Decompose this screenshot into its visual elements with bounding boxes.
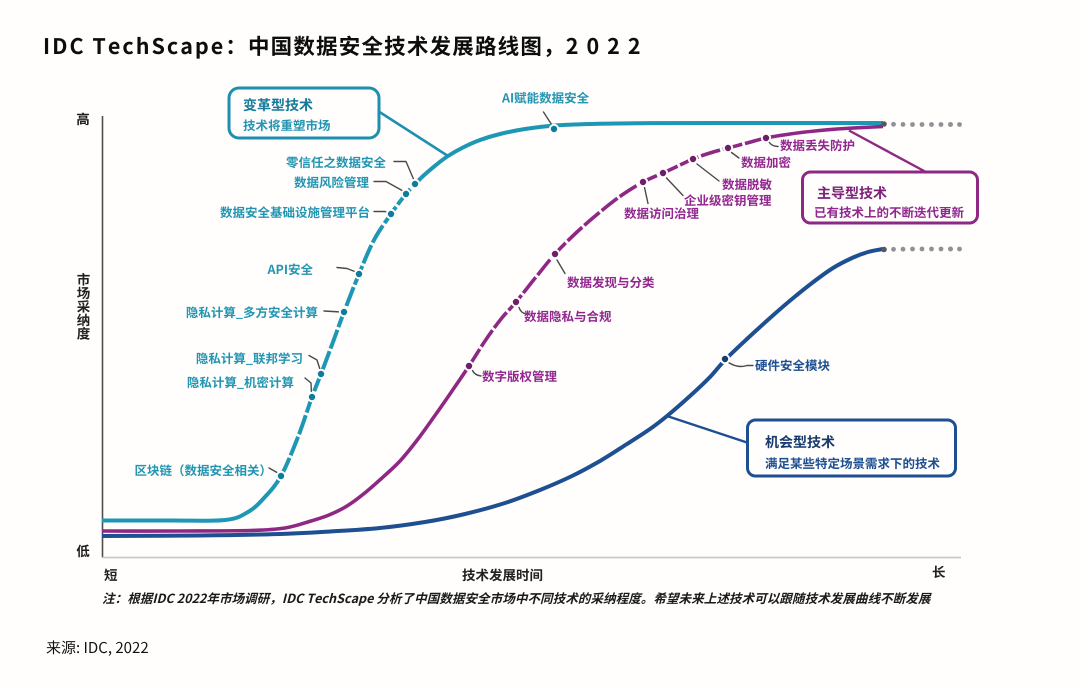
svg-text:数据脱敏: 数据脱敏 [722, 174, 773, 193]
svg-text:硬件安全模块: 硬件安全模块 [755, 355, 831, 374]
svg-text:纳: 纳 [77, 309, 91, 329]
svg-text:短: 短 [104, 564, 118, 584]
svg-text:技术将重塑市场: 技术将重塑市场 [243, 115, 331, 134]
svg-text:IDC TechScape：中国数据安全技术发展路线图，20: IDC TechScape：中国数据安全技术发展路线图，2022 [43, 30, 649, 61]
svg-text:场: 场 [77, 282, 91, 302]
svg-text:变革型技术: 变革型技术 [243, 95, 313, 115]
svg-text:零信任之数据安全: 零信任之数据安全 [286, 152, 387, 171]
svg-text:来源: IDC, 2022: 来源: IDC, 2022 [46, 637, 149, 658]
svg-text:数据丢失防护: 数据丢失防护 [780, 135, 855, 154]
svg-text:高: 高 [76, 108, 90, 128]
svg-text:API安全: API安全 [267, 259, 314, 278]
svg-text:企业级密钥管理: 企业级密钥管理 [684, 190, 772, 209]
svg-text:机会型技术: 机会型技术 [765, 432, 835, 452]
svg-text:AI赋能数据安全: AI赋能数据安全 [501, 88, 590, 107]
svg-text:技术发展时间: 技术发展时间 [462, 564, 543, 584]
svg-text:注：根据IDC 2022年市场调研，IDC TechScap: 注：根据IDC 2022年市场调研，IDC TechScape 分析了中国数据安… [102, 588, 932, 607]
svg-text:隐私计算_机密计算: 隐私计算_机密计算 [187, 372, 294, 391]
svg-text:低: 低 [76, 540, 90, 560]
svg-text:数据加密: 数据加密 [741, 152, 792, 171]
svg-text:隐私计算_联邦学习: 隐私计算_联邦学习 [196, 348, 303, 367]
svg-text:隐私计算_多方安全计算: 隐私计算_多方安全计算 [186, 302, 318, 321]
svg-text:已有技术上的不断迭代更新: 已有技术上的不断迭代更新 [814, 202, 965, 221]
svg-text:数字版权管理: 数字版权管理 [482, 366, 558, 385]
svg-text:数据安全基础设施管理平台: 数据安全基础设施管理平台 [220, 202, 370, 221]
svg-text:满足某些特定场景需求下的技术: 满足某些特定场景需求下的技术 [765, 453, 941, 472]
svg-text:数据风险管理: 数据风险管理 [294, 172, 370, 191]
svg-text:区块链（数据安全相关）: 区块链（数据安全相关） [134, 460, 272, 479]
svg-text:数据访问治理: 数据访问治理 [624, 203, 700, 222]
svg-text:采: 采 [77, 296, 91, 316]
svg-text:主导型技术: 主导型技术 [817, 183, 887, 203]
svg-text:数据隐私与合规: 数据隐私与合规 [524, 306, 612, 325]
svg-text:数据发现与分类: 数据发现与分类 [567, 272, 655, 291]
svg-text:长: 长 [932, 561, 946, 581]
svg-text:度: 度 [77, 323, 91, 343]
svg-text:市: 市 [77, 269, 91, 289]
